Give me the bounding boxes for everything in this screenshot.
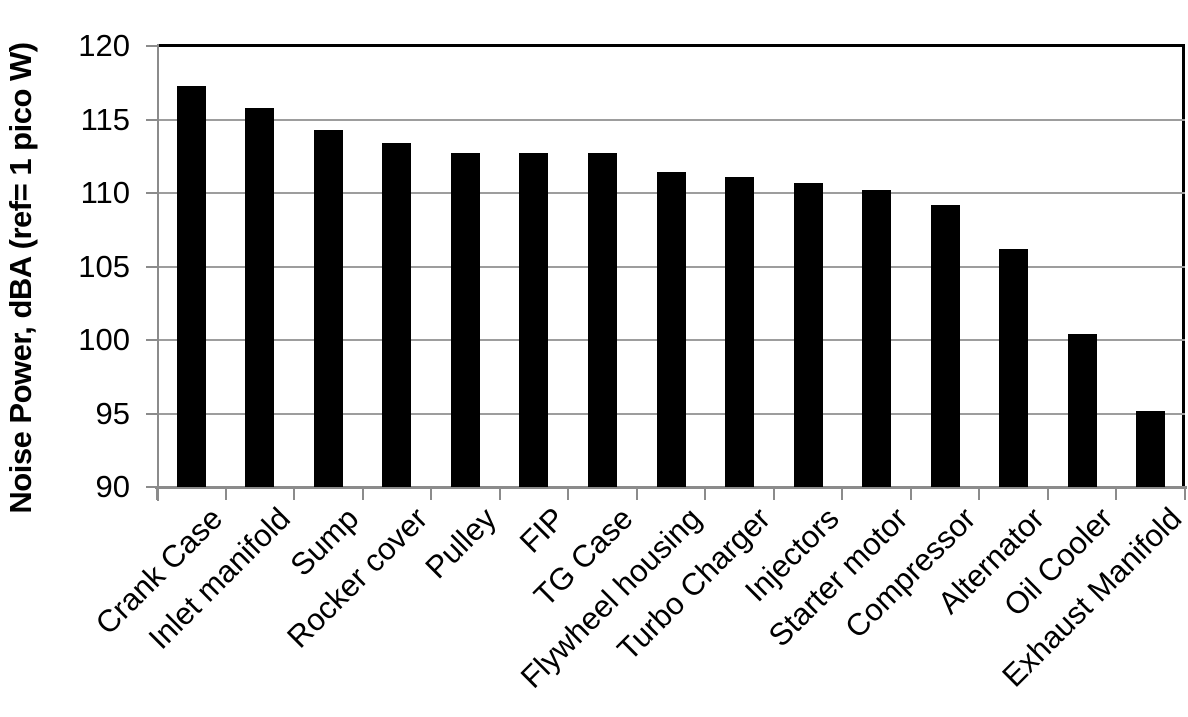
bar-injectors — [793, 182, 823, 487]
y-tick-label-105: 105 — [78, 248, 130, 284]
x-tick-1 — [224, 487, 227, 500]
x-tick-3 — [361, 487, 364, 500]
x-tick-12 — [978, 487, 981, 500]
x-label-pulley: Pulley — [418, 500, 503, 586]
y-tick-label-90: 90 — [95, 469, 130, 504]
x-tick-5 — [498, 487, 501, 500]
bar-sump — [313, 129, 343, 487]
bar-inlet-manifold — [245, 107, 275, 487]
y-tick-label-120: 120 — [78, 28, 130, 63]
x-tick-9 — [772, 487, 775, 500]
x-tick-4 — [430, 487, 433, 500]
bar-tg-case — [587, 153, 617, 487]
bar-starter-motor — [862, 190, 892, 487]
x-tick-15 — [1184, 487, 1186, 500]
y-tick-label-95: 95 — [95, 395, 130, 431]
y-axis-line — [157, 44, 159, 501]
bar-turbo-charger — [725, 176, 755, 487]
y-tick-110 — [146, 192, 157, 194]
bar-flywheel-housing — [656, 172, 686, 487]
y-tick-label-115: 115 — [80, 101, 130, 137]
bar-alternator — [999, 248, 1029, 487]
y-tick-95 — [146, 412, 157, 415]
bar-fip — [519, 153, 549, 487]
bar-rocker-cover — [382, 143, 412, 487]
x-axis-line — [155, 486, 1187, 489]
y-tick-100 — [146, 339, 157, 341]
bar-crank-case — [176, 85, 206, 487]
y-tick-90 — [146, 486, 157, 488]
bar-oil-cooler — [1067, 334, 1097, 487]
x-tick-14 — [1115, 487, 1118, 500]
gridline-115 — [157, 118, 1185, 121]
x-tick-10 — [841, 487, 844, 500]
x-tick-11 — [909, 487, 912, 500]
y-tick-105 — [146, 265, 157, 268]
x-tick-2 — [293, 487, 296, 500]
y-tick-115 — [146, 118, 157, 121]
bar-exhaust-manifold — [1136, 410, 1166, 487]
y-tick-label-100: 100 — [78, 322, 130, 357]
bar-pulley — [450, 153, 480, 487]
x-tick-7 — [635, 487, 638, 500]
x-tick-0 — [156, 487, 158, 500]
bar-compressor — [930, 204, 960, 487]
x-tick-6 — [567, 487, 570, 500]
x-tick-13 — [1046, 487, 1049, 500]
y-axis-title: Noise Power, dBA (ref= 1 pico W) — [3, 42, 38, 514]
y-tick-label-110: 110 — [80, 175, 130, 210]
y-tick-120 — [146, 45, 157, 47]
x-tick-8 — [704, 487, 707, 500]
